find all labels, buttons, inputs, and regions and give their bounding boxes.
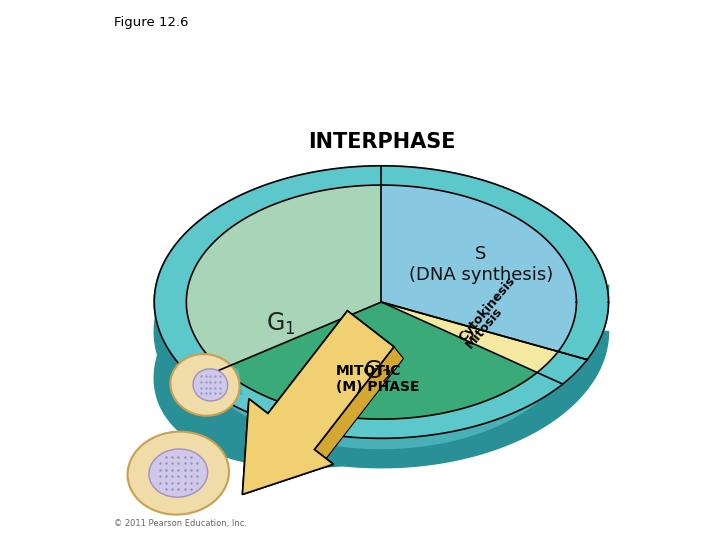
Text: MITOTIC
(M) PHASE: MITOTIC (M) PHASE: [336, 363, 420, 394]
Polygon shape: [382, 302, 558, 373]
Text: G$_1$: G$_1$: [266, 311, 295, 337]
Ellipse shape: [127, 431, 229, 515]
Text: G$_2$: G$_2$: [363, 359, 392, 386]
Polygon shape: [186, 185, 577, 419]
Text: Mitosis: Mitosis: [464, 305, 505, 351]
Text: S
(DNA synthesis): S (DNA synthesis): [408, 246, 553, 284]
Text: Cytokinesis: Cytokinesis: [456, 274, 518, 344]
Polygon shape: [315, 347, 403, 461]
Text: Figure 12.6: Figure 12.6: [114, 16, 189, 29]
Polygon shape: [154, 285, 608, 468]
Polygon shape: [243, 311, 394, 495]
Polygon shape: [154, 166, 608, 438]
Polygon shape: [186, 185, 537, 419]
Polygon shape: [243, 311, 394, 495]
Ellipse shape: [193, 369, 228, 401]
Text: INTERPHASE: INTERPHASE: [307, 132, 455, 152]
Ellipse shape: [171, 354, 240, 416]
Ellipse shape: [149, 449, 207, 497]
Text: © 2011 Pearson Education, Inc.: © 2011 Pearson Education, Inc.: [114, 518, 247, 528]
Polygon shape: [197, 361, 242, 395]
Polygon shape: [154, 255, 608, 468]
Polygon shape: [189, 322, 574, 449]
Polygon shape: [382, 185, 577, 352]
Polygon shape: [222, 302, 537, 419]
Polygon shape: [268, 311, 357, 426]
